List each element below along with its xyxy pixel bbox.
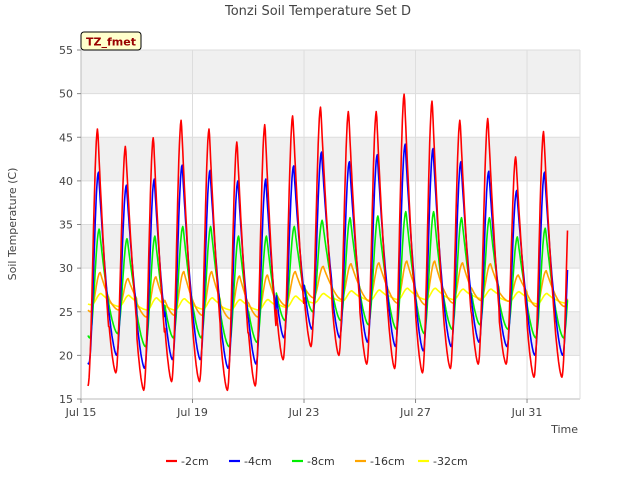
legend-label: -4cm xyxy=(244,455,272,468)
x-tick-label: Jul 19 xyxy=(176,406,208,419)
site-label-text: TZ_fmet xyxy=(86,36,136,49)
legend: -2cm -4cm -8cm -16cm -32cm xyxy=(166,455,468,468)
y-axis-label: Soil Temperature (C) xyxy=(6,168,19,281)
legend-item: -4cm xyxy=(229,455,272,468)
y-tick-label: 15 xyxy=(59,393,73,406)
legend-item: -8cm xyxy=(292,455,335,468)
series-line-16cm xyxy=(87,260,569,320)
series-line-2cm xyxy=(87,93,569,392)
x-tick-label: Jul 31 xyxy=(511,406,543,419)
plot-band xyxy=(81,224,580,269)
plot-band xyxy=(81,137,580,181)
legend-label: -2cm xyxy=(181,455,209,468)
legend-item: -2cm xyxy=(166,455,209,468)
series-layer xyxy=(87,93,569,392)
site-label-box: TZ_fmet xyxy=(80,31,142,51)
y-tick-label: 30 xyxy=(59,262,73,275)
legend-label: -16cm xyxy=(370,455,405,468)
legend-label: -8cm xyxy=(307,455,335,468)
y-tick-label: 20 xyxy=(59,349,73,362)
series-line-8cm xyxy=(87,210,569,348)
x-axis-label: Time xyxy=(550,423,578,436)
y-tick-label: 35 xyxy=(59,219,73,232)
y-tick-label: 45 xyxy=(59,131,73,144)
y-tick-label: 55 xyxy=(59,44,73,57)
y-tick-label: 50 xyxy=(59,88,73,101)
axes: 15 20 25 30 35 40 45 50 55 Jul 15 Jul 19 Jul 23 Jul … xyxy=(59,44,581,419)
legend-item: -16cm xyxy=(355,455,405,468)
x-tick-label: Jul 23 xyxy=(288,406,320,419)
chart-title: Tonzi Soil Temperature Set D xyxy=(224,4,411,19)
y-tick-label: 25 xyxy=(59,306,73,319)
legend-item: -32cm xyxy=(418,455,468,468)
legend-label: -32cm xyxy=(433,455,468,468)
x-tick-label: Jul 15 xyxy=(65,406,97,419)
plot-band xyxy=(81,311,580,356)
y-tick-label: 40 xyxy=(59,175,73,188)
plot-band xyxy=(81,50,580,94)
x-tick-label: Jul 27 xyxy=(399,406,431,419)
